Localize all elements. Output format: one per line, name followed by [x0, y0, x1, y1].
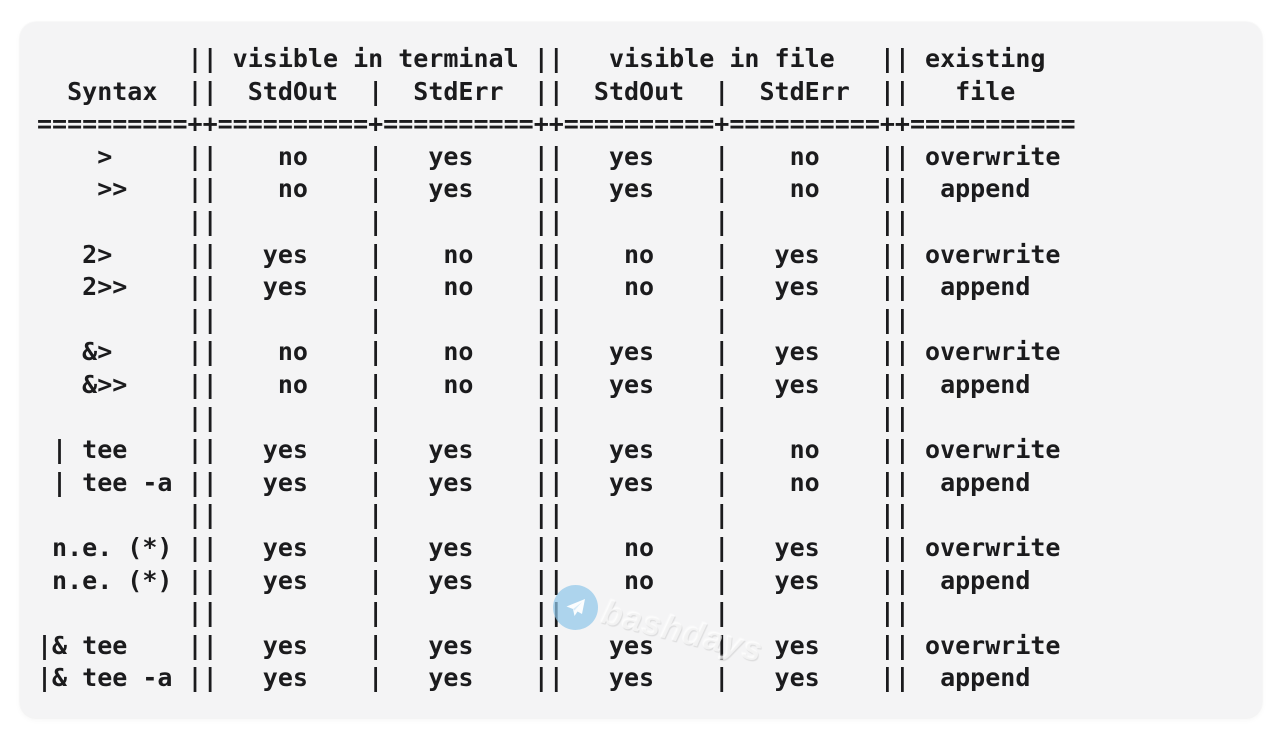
- redirection-table-panel: || visible in terminal || visible in fil…: [20, 22, 1262, 718]
- ascii-line: 2> || yes | no || no | yes || overwrite: [37, 239, 1061, 269]
- ascii-line: > || no | yes || yes | no || overwrite: [37, 141, 1061, 171]
- ascii-line: || visible in terminal || visible in fil…: [37, 44, 1046, 73]
- ascii-line: |& tee -a || yes | yes || yes | yes || a…: [37, 663, 1031, 693]
- ascii-line: | tee || yes | yes || yes | no || overwr…: [37, 435, 1061, 465]
- ascii-line: |& tee || yes | yes || yes | yes || over…: [37, 630, 1061, 660]
- ascii-line: Syntax || StdOut | StdErr || StdOut | St…: [37, 76, 1016, 106]
- ascii-line: &>> || no | no || yes | yes || append: [37, 369, 1031, 399]
- ascii-line: &> || no | no || yes | yes || overwrite: [37, 337, 1061, 367]
- ascii-line: || | || | ||: [37, 402, 910, 432]
- ascii-line: n.e. (*) || yes | yes || no | yes || app…: [37, 565, 1031, 595]
- ascii-redirection-table: || visible in terminal || visible in fil…: [37, 43, 1076, 695]
- ascii-line: >> || no | yes || yes | no || append: [37, 174, 1031, 204]
- ascii-line: || | || | ||: [37, 500, 910, 530]
- ascii-line: || | || | ||: [37, 206, 910, 236]
- ascii-line: ==========++==========+==========++=====…: [37, 109, 1076, 139]
- ascii-line: 2>> || yes | no || no | yes || append: [37, 272, 1031, 302]
- ascii-line: || | || | ||: [37, 598, 910, 628]
- ascii-line: n.e. (*) || yes | yes || no | yes || ove…: [37, 532, 1061, 562]
- ascii-line: | tee -a || yes | yes || yes | no || app…: [37, 467, 1031, 497]
- ascii-line: || | || | ||: [37, 304, 910, 334]
